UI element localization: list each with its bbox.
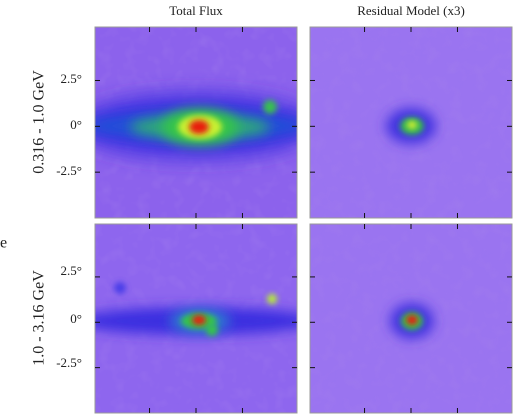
heatmap-panel: [310, 224, 512, 413]
y-tick-label: 0°: [70, 311, 82, 326]
y-tick-label: -2.5°: [56, 355, 82, 370]
tick-marks: [95, 27, 512, 413]
column-title: Total Flux: [169, 3, 223, 18]
y-tick-label: 0°: [70, 117, 82, 132]
row-label: 1.0 - 3.16 GeV: [31, 270, 48, 366]
y-tick-label: -2.5°: [56, 163, 82, 178]
column-title: Residual Model (x3): [357, 3, 465, 18]
y-tick-label: 2.5°: [61, 263, 82, 278]
heatmap-panel: [310, 27, 512, 218]
text-fragment: e: [0, 235, 7, 252]
y-tick-label: 2.5°: [61, 71, 82, 86]
heatmap-panel: [95, 224, 297, 413]
heatmap-panel: [95, 27, 297, 218]
row-label: 0.316 - 1.0 GeV: [31, 70, 48, 174]
